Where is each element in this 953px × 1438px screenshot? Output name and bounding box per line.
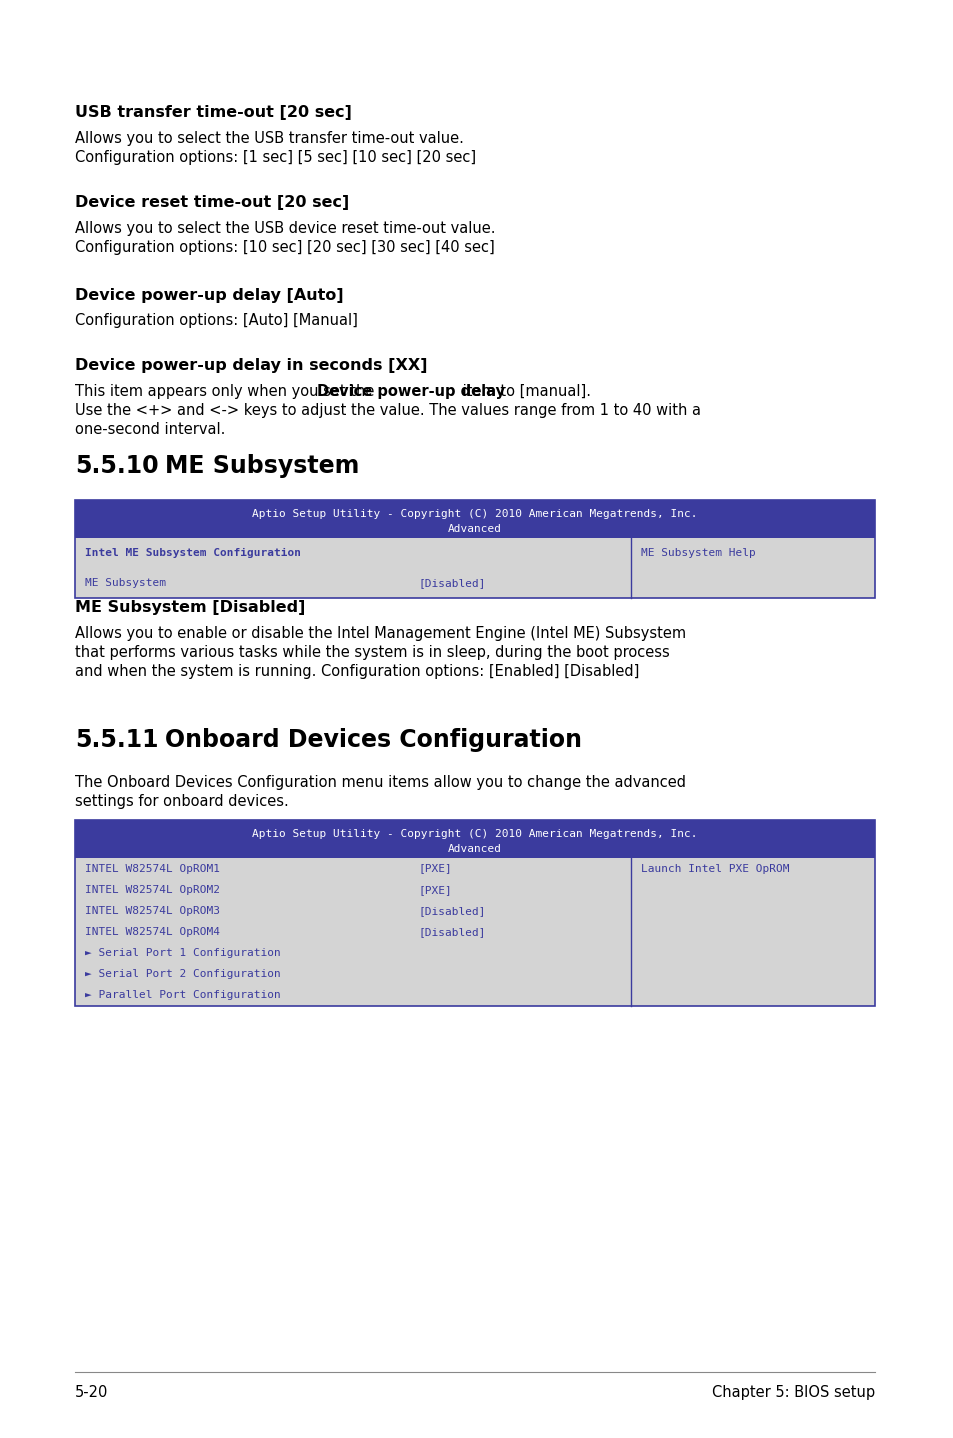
Text: The Onboard Devices Configuration menu items allow you to change the advanced: The Onboard Devices Configuration menu i… [75, 775, 685, 789]
Text: INTEL W82574L OpROM4: INTEL W82574L OpROM4 [85, 928, 220, 938]
Bar [75, 500, 874, 538]
Text: Configuration options: [10 sec] [20 sec] [30 sec] [40 sec]: Configuration options: [10 sec] [20 sec]… [75, 240, 495, 255]
Text: Device reset time-out [20 sec]: Device reset time-out [20 sec] [75, 196, 349, 210]
Text: 5.5.11: 5.5.11 [75, 728, 158, 752]
Text: one-second interval.: one-second interval. [75, 421, 225, 437]
Text: Device power-up delay [Auto]: Device power-up delay [Auto] [75, 288, 343, 303]
Text: Aptio Setup Utility - Copyright (C) 2010 American Megatrends, Inc.: Aptio Setup Utility - Copyright (C) 2010… [252, 830, 697, 840]
Text: [Disabled]: [Disabled] [418, 578, 486, 588]
Text: Allows you to select the USB transfer time-out value.: Allows you to select the USB transfer ti… [75, 131, 463, 147]
Bar [437, 840, 512, 858]
Text: Allows you to select the USB device reset time-out value.: Allows you to select the USB device rese… [75, 221, 495, 236]
Text: ME Subsystem: ME Subsystem [85, 578, 166, 588]
Text: This item appears only when you set the: This item appears only when you set the [75, 384, 378, 398]
Text: ME Subsystem [Disabled]: ME Subsystem [Disabled] [75, 600, 305, 615]
Text: Intel ME Subsystem Configuration: Intel ME Subsystem Configuration [85, 548, 301, 558]
Text: Onboard Devices Configuration: Onboard Devices Configuration [165, 728, 581, 752]
Bar [75, 820, 874, 1007]
Text: Advanced: Advanced [448, 844, 501, 854]
Text: USB transfer time-out [20 sec]: USB transfer time-out [20 sec] [75, 105, 352, 119]
Text: ► Serial Port 1 Configuration: ► Serial Port 1 Configuration [85, 948, 280, 958]
Text: 5-20: 5-20 [75, 1385, 109, 1401]
Bar [437, 519, 512, 538]
Text: Allows you to enable or disable the Intel Management Engine (Intel ME) Subsystem: Allows you to enable or disable the Inte… [75, 626, 685, 641]
Text: [Disabled]: [Disabled] [418, 906, 486, 916]
Text: and when the system is running. Configuration options: [Enabled] [Disabled]: and when the system is running. Configur… [75, 664, 639, 679]
Text: Use the <+> and <-> keys to adjust the value. The values range from 1 to 40 with: Use the <+> and <-> keys to adjust the v… [75, 403, 700, 418]
Text: INTEL W82574L OpROM2: INTEL W82574L OpROM2 [85, 884, 220, 894]
Text: INTEL W82574L OpROM3: INTEL W82574L OpROM3 [85, 906, 220, 916]
Text: settings for onboard devices.: settings for onboard devices. [75, 794, 289, 810]
Text: Device power-up delay: Device power-up delay [316, 384, 504, 398]
Text: Configuration options: [1 sec] [5 sec] [10 sec] [20 sec]: Configuration options: [1 sec] [5 sec] [… [75, 150, 476, 165]
Text: ME Subsystem Help: ME Subsystem Help [640, 548, 755, 558]
Bar [75, 500, 874, 598]
Text: Advanced: Advanced [448, 523, 501, 533]
Text: Device power-up delay in seconds [XX]: Device power-up delay in seconds [XX] [75, 358, 427, 372]
Text: Chapter 5: BIOS setup: Chapter 5: BIOS setup [711, 1385, 874, 1401]
Text: Launch Intel PXE OpROM: Launch Intel PXE OpROM [640, 864, 789, 873]
Bar [75, 820, 874, 858]
Text: ► Serial Port 2 Configuration: ► Serial Port 2 Configuration [85, 969, 280, 979]
Text: [PXE]: [PXE] [418, 884, 453, 894]
Text: 5.5.10: 5.5.10 [75, 454, 158, 477]
Text: that performs various tasks while the system is in sleep, during the boot proces: that performs various tasks while the sy… [75, 646, 669, 660]
Text: ME Subsystem: ME Subsystem [165, 454, 359, 477]
Text: Aptio Setup Utility - Copyright (C) 2010 American Megatrends, Inc.: Aptio Setup Utility - Copyright (C) 2010… [252, 509, 697, 519]
Text: [PXE]: [PXE] [418, 864, 453, 873]
Text: Configuration options: [Auto] [Manual]: Configuration options: [Auto] [Manual] [75, 313, 357, 328]
Text: INTEL W82574L OpROM1: INTEL W82574L OpROM1 [85, 864, 220, 873]
Text: [Disabled]: [Disabled] [418, 928, 486, 938]
Text: item to [manual].: item to [manual]. [457, 384, 590, 398]
Text: ► Parallel Port Configuration: ► Parallel Port Configuration [85, 991, 280, 1001]
